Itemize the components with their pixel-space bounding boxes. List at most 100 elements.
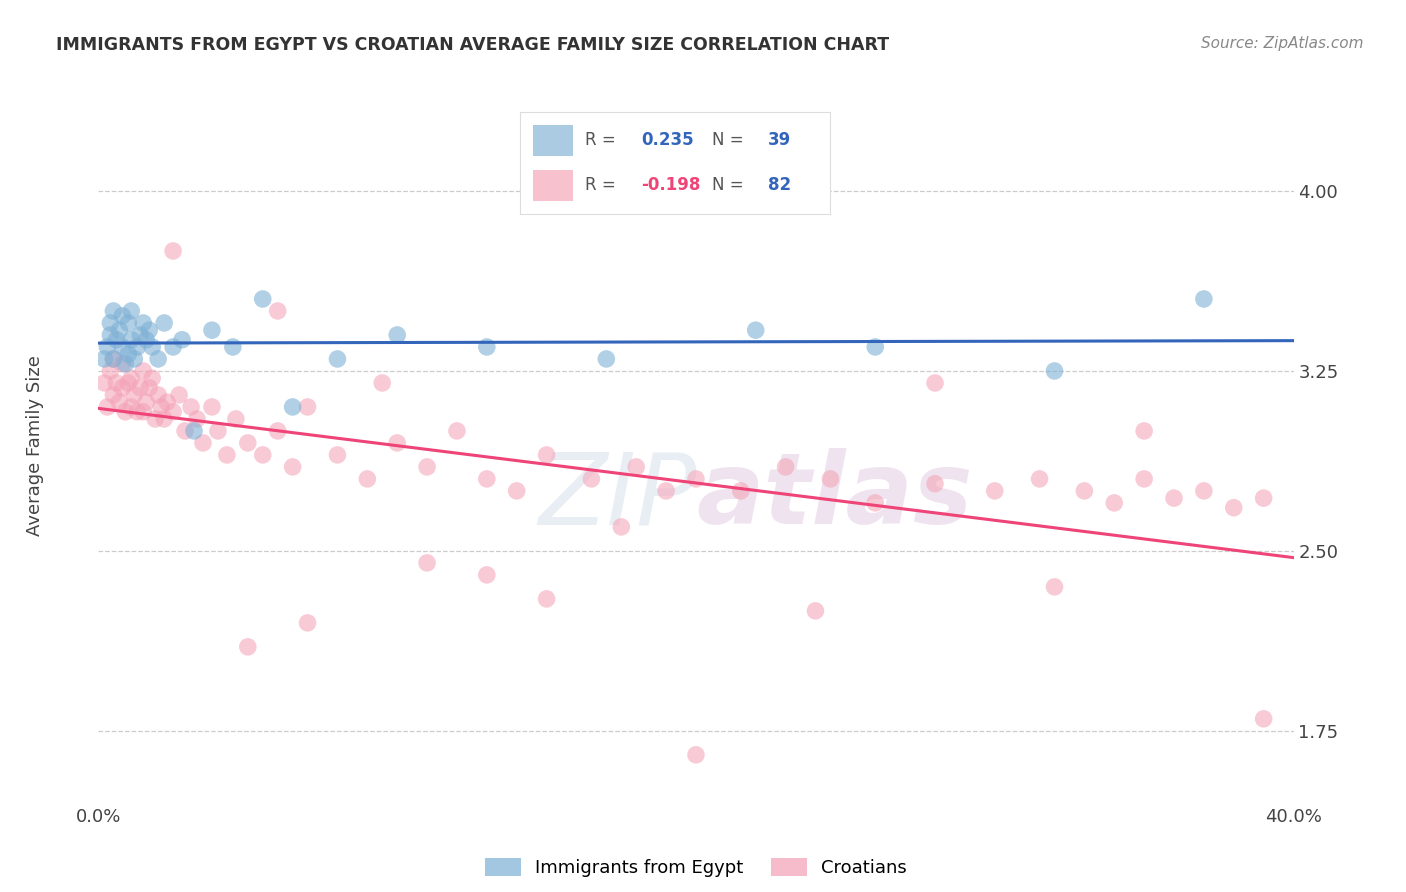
Point (1133, 424, 1156, 438)
Point (475, 472, 498, 486)
FancyBboxPatch shape (533, 125, 572, 155)
Point (162, 244, 184, 258)
Point (1163, 491, 1185, 505)
Point (416, 459, 439, 474)
Point (385, 436, 409, 450)
Point (103, 304, 125, 318)
Point (581, 472, 603, 486)
Point (111, 357, 134, 371)
Text: IMMIGRANTS FROM EGYPT VS CROATIAN AVERAGE FAMILY SIZE CORRELATION CHART: IMMIGRANTS FROM EGYPT VS CROATIAN AVERAG… (56, 36, 890, 54)
Point (201, 323, 224, 337)
Point (141, 371, 163, 385)
Point (1253, 491, 1275, 505)
Point (96, 400, 118, 414)
Point (1253, 712, 1275, 726)
Point (135, 333, 157, 347)
Point (1192, 292, 1215, 306)
Point (132, 405, 155, 419)
Point (135, 395, 157, 409)
Point (117, 347, 139, 361)
Point (111, 340, 134, 354)
Point (117, 376, 139, 390)
Point (730, 483, 752, 498)
Point (132, 364, 155, 378)
Point (475, 567, 498, 582)
Point (685, 472, 707, 486)
Point (127, 340, 149, 354)
Point (148, 388, 170, 402)
Point (186, 412, 208, 426)
Point (153, 412, 176, 426)
Point (153, 316, 176, 330)
Point (267, 424, 290, 438)
Point (111, 381, 134, 395)
Point (281, 459, 304, 474)
Point (129, 381, 152, 395)
Point (207, 424, 229, 438)
Point (114, 405, 136, 419)
FancyBboxPatch shape (533, 170, 572, 201)
Point (924, 376, 946, 390)
Point (536, 448, 558, 462)
Point (172, 333, 194, 347)
Point (105, 376, 128, 390)
Point (98, 328, 122, 343)
Text: R =: R = (585, 177, 621, 194)
Text: Source: ZipAtlas.com: Source: ZipAtlas.com (1201, 36, 1364, 51)
Point (236, 436, 259, 450)
Point (536, 591, 558, 606)
Point (162, 405, 184, 419)
Point (124, 351, 146, 366)
Point (626, 459, 648, 474)
Point (595, 351, 617, 366)
Point (506, 483, 529, 498)
Point (108, 395, 131, 409)
Point (167, 388, 190, 402)
Point (1043, 580, 1066, 594)
Text: N =: N = (711, 177, 749, 194)
Point (120, 333, 142, 347)
Point (865, 340, 887, 354)
Point (446, 424, 468, 438)
Point (124, 388, 146, 402)
Point (775, 459, 797, 474)
Text: N =: N = (711, 131, 749, 149)
Point (103, 351, 125, 366)
Point (180, 400, 202, 414)
Point (143, 412, 166, 426)
Point (105, 333, 128, 347)
Text: 39: 39 (768, 131, 792, 149)
Point (820, 472, 842, 486)
Point (326, 351, 349, 366)
Text: Average Family Size: Average Family Size (27, 356, 44, 536)
Point (103, 351, 125, 366)
Point (236, 640, 259, 654)
Point (924, 476, 946, 491)
Point (222, 340, 245, 354)
Point (114, 357, 136, 371)
Point (371, 376, 394, 390)
Point (96, 340, 118, 354)
Legend: Immigrants from Egypt, Croatians: Immigrants from Egypt, Croatians (478, 850, 914, 884)
Point (1192, 483, 1215, 498)
Point (297, 400, 319, 414)
Point (111, 309, 134, 323)
Point (138, 381, 160, 395)
Point (174, 424, 197, 438)
Point (215, 448, 238, 462)
Point (252, 292, 274, 306)
Point (138, 323, 160, 337)
Point (655, 483, 678, 498)
Point (1104, 496, 1126, 510)
Point (225, 412, 247, 426)
Point (141, 340, 163, 354)
Point (267, 304, 290, 318)
Point (416, 556, 439, 570)
Text: 82: 82 (768, 177, 790, 194)
Point (98, 316, 122, 330)
Point (475, 340, 498, 354)
Point (804, 604, 827, 618)
Point (183, 424, 205, 438)
Point (132, 316, 155, 330)
Point (1223, 500, 1246, 515)
